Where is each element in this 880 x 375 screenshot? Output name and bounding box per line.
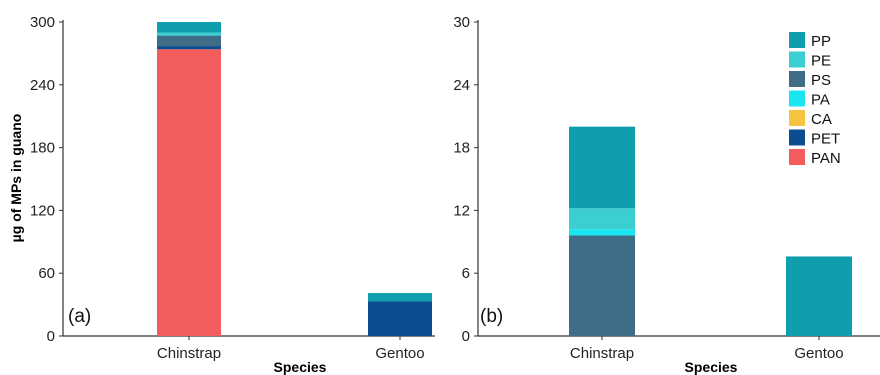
y-tick-label: 0 [462, 328, 470, 345]
y-axis-label: µg of MPs in guano [8, 114, 24, 243]
y-tick-label: 120 [30, 202, 55, 219]
y-tick-label: 6 [462, 265, 470, 282]
legend-swatch-ps [789, 71, 805, 87]
bar-segment-pan [157, 49, 221, 337]
bar-segment-pet [157, 46, 221, 50]
legend-swatch-ca [789, 110, 805, 126]
bar-segment-pp [786, 256, 852, 336]
bar-segment-pp [569, 126, 635, 209]
x-tick-label: Chinstrap [570, 345, 634, 362]
y-tick-label: 12 [453, 202, 470, 219]
panel-label: (a) [68, 306, 91, 327]
legend-swatch-pet [789, 129, 805, 146]
panel-label: (b) [480, 306, 503, 327]
bar-segment-pet [368, 301, 432, 336]
x-tick-label: Chinstrap [157, 345, 221, 362]
y-tick-label: 180 [30, 140, 55, 157]
bar-segment-pp [368, 293, 432, 302]
legend-label: PS [811, 72, 831, 89]
x-tick-label: Gentoo [794, 345, 843, 362]
y-tick-label: 24 [453, 77, 470, 94]
x-tick-label: Gentoo [375, 345, 424, 362]
y-tick-label: 0 [47, 328, 55, 345]
bar-segment-pe [569, 208, 635, 230]
legend-label: PAN [811, 150, 841, 167]
bar-segment-ps [569, 235, 635, 336]
legend-label: PET [811, 131, 840, 148]
y-tick-label: 30 [453, 14, 470, 31]
legend-label: PE [811, 53, 831, 70]
legend-swatch-pa [789, 90, 805, 107]
legend-swatch-pan [789, 149, 805, 165]
x-axis-label: Species [274, 359, 327, 375]
x-axis-label: Species [685, 359, 738, 375]
bar-segment-pp [157, 22, 221, 33]
legend-swatch-pp [789, 32, 805, 48]
y-tick-label: 300 [30, 14, 55, 31]
legend-swatch-pe [789, 51, 805, 68]
y-tick-label: 18 [453, 140, 470, 157]
legend-label: PA [811, 92, 830, 109]
legend-label: PP [811, 33, 831, 50]
legend-label: CA [811, 111, 832, 128]
y-tick-label: 240 [30, 77, 55, 94]
bar-segment-ps [157, 35, 221, 47]
bar-segment-pa2 [569, 229, 635, 236]
bar-segment-pe [157, 32, 221, 36]
y-tick-label: 60 [38, 265, 55, 282]
